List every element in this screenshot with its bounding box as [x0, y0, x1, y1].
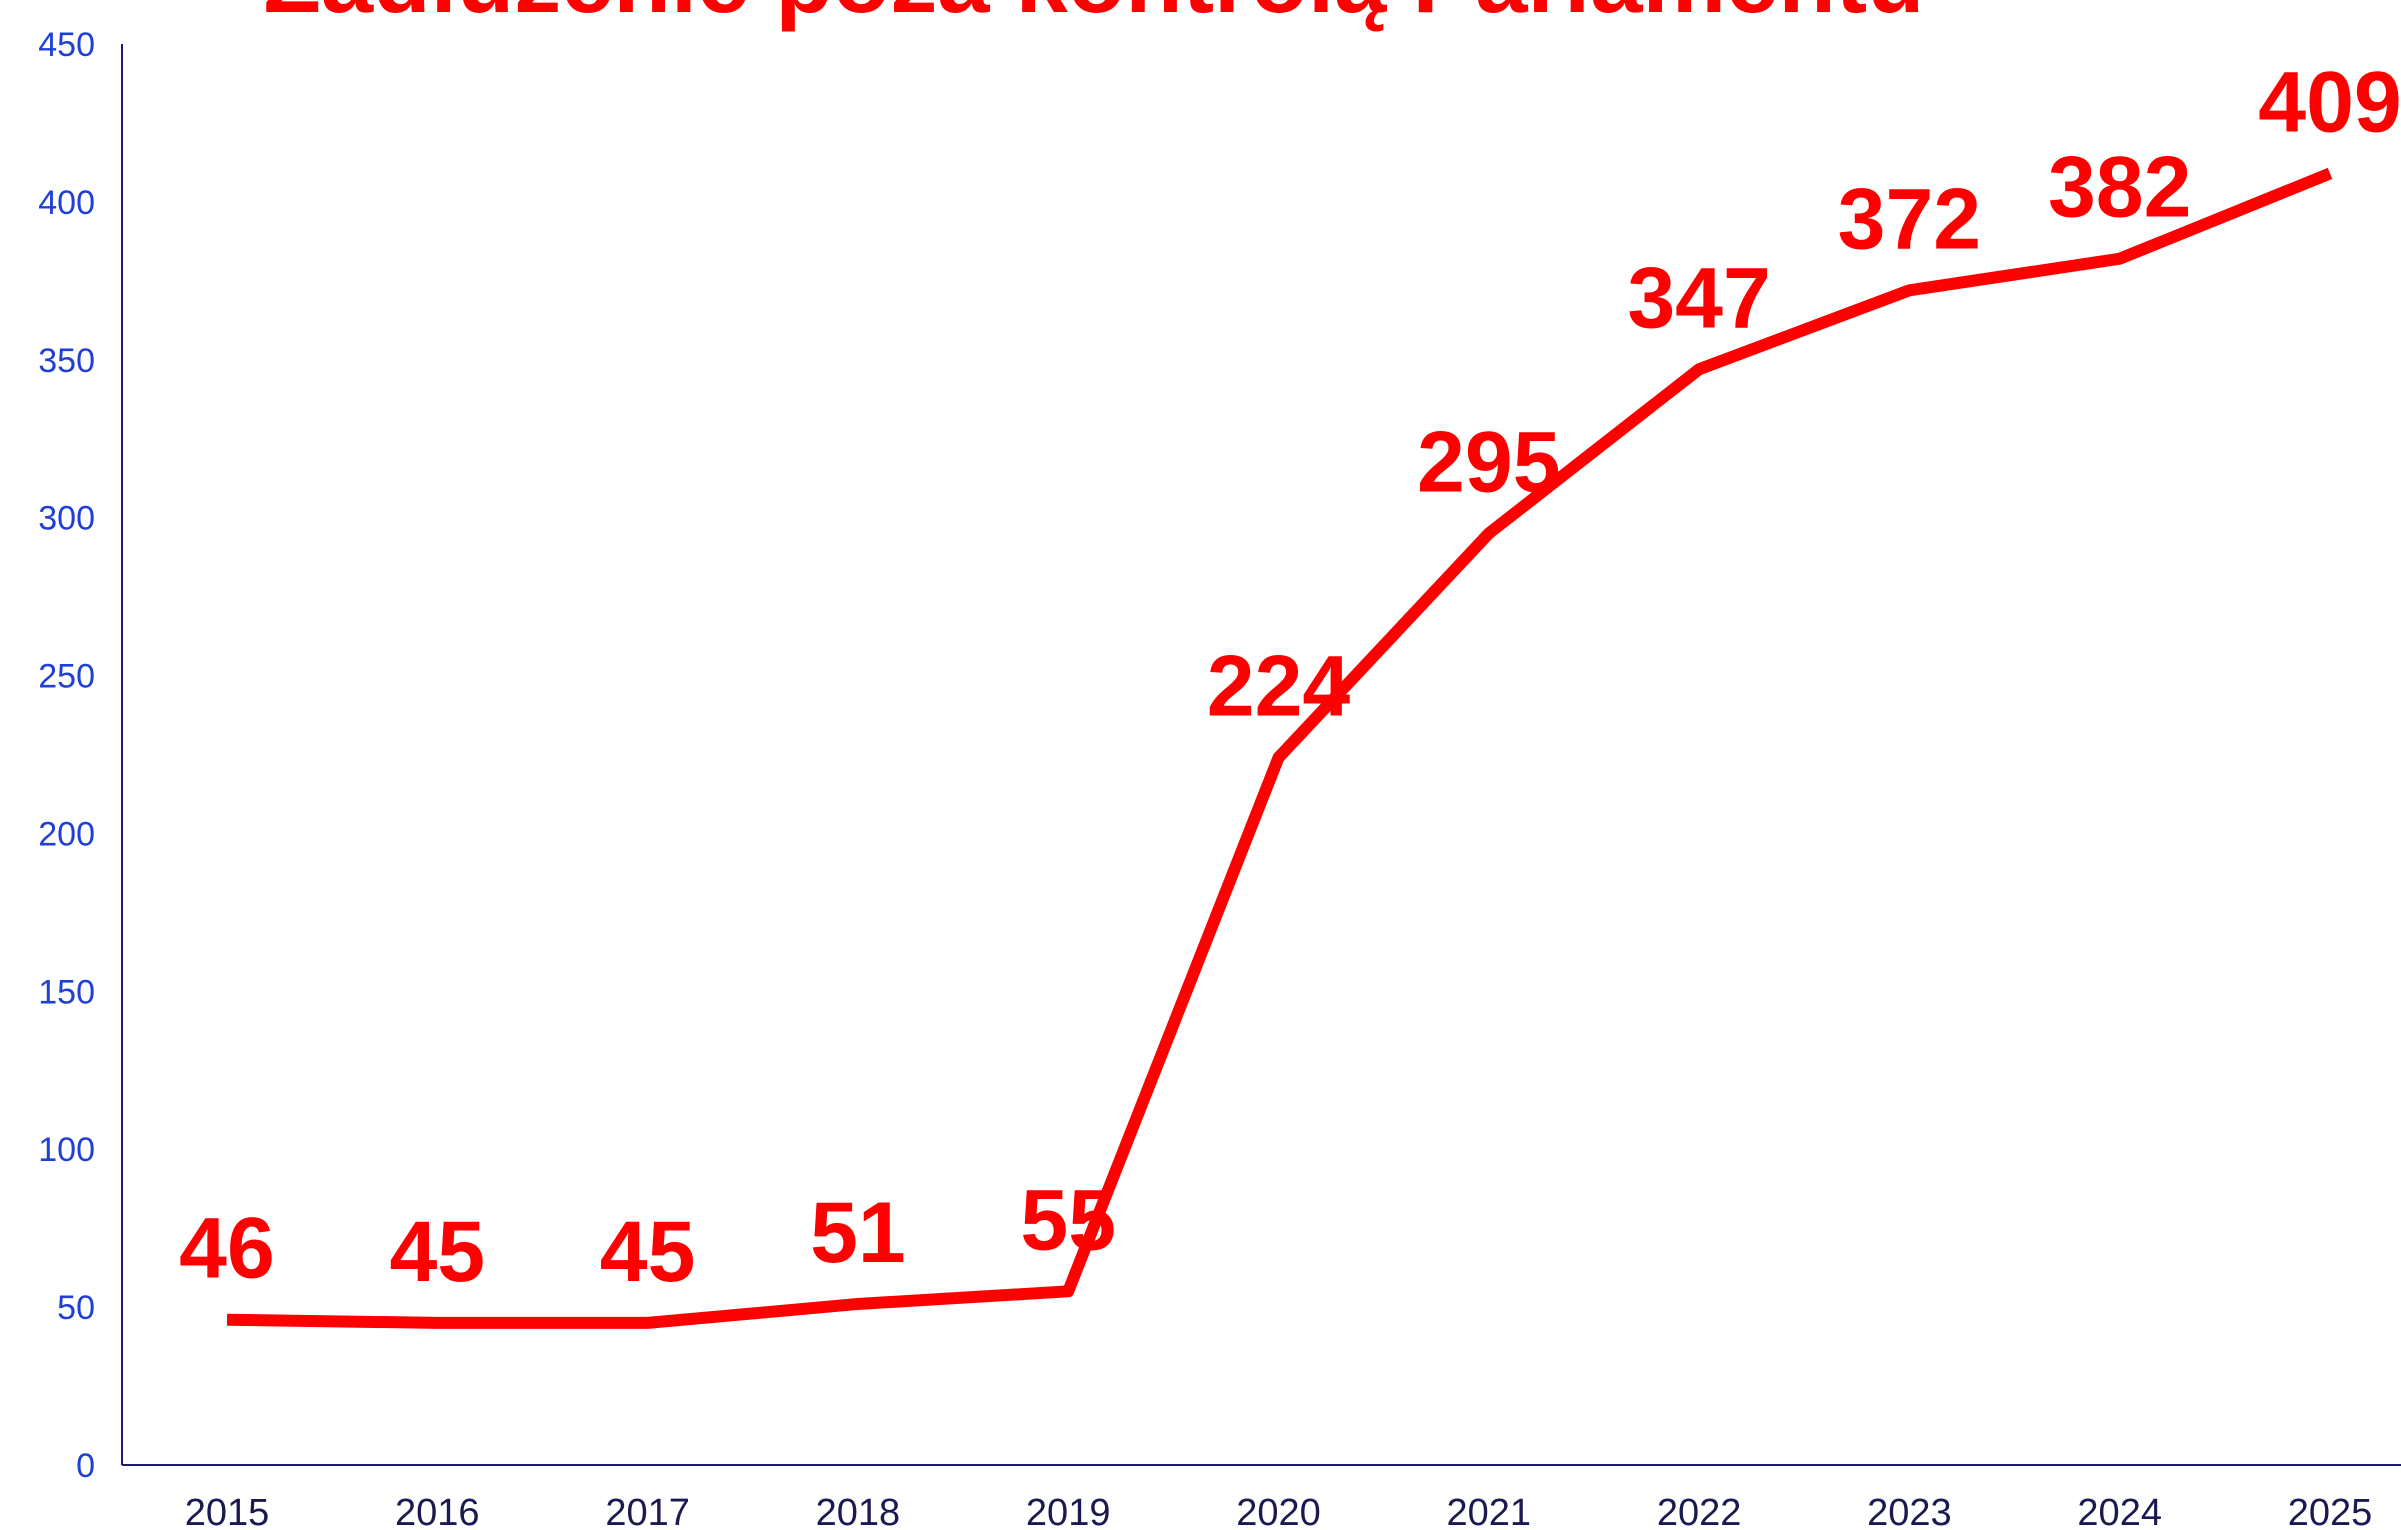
- y-tick-label: 0: [76, 1447, 95, 1485]
- y-tick-label: 100: [38, 1131, 95, 1169]
- data-label: 409: [2258, 54, 2401, 150]
- chart-title: Zadłużenie poza kontrolą Parlamentu: [264, 0, 1925, 32]
- data-label: 224: [1207, 639, 1351, 735]
- y-tick-label: 200: [38, 815, 95, 853]
- x-tick-label: 2015: [185, 1492, 270, 1530]
- y-tick-label: 400: [38, 184, 95, 222]
- data-label: 55: [1020, 1172, 1116, 1268]
- x-tick-label: 2018: [816, 1492, 901, 1530]
- y-tick-label: 300: [38, 500, 95, 538]
- data-label: 295: [1417, 414, 1561, 510]
- data-label: 372: [1838, 171, 1982, 267]
- x-tick-label: 2020: [1236, 1492, 1321, 1530]
- y-tick-label: 50: [57, 1289, 95, 1327]
- x-tick-label: 2017: [605, 1492, 690, 1530]
- data-label: 45: [389, 1204, 485, 1300]
- data-label: 382: [2048, 140, 2192, 236]
- data-label: 45: [600, 1204, 696, 1300]
- y-tick-label: 250: [38, 658, 95, 696]
- x-tick-label: 2024: [2077, 1492, 2162, 1530]
- y-tick-label: 350: [38, 342, 95, 380]
- data-label: 51: [810, 1185, 906, 1281]
- data-label: 347: [1627, 250, 1771, 346]
- x-tick-label: 2022: [1657, 1492, 1742, 1530]
- x-tick-label: 2023: [1867, 1492, 1952, 1530]
- data-line: [226, 167, 2333, 1329]
- x-tick-label: 2025: [2288, 1492, 2373, 1530]
- x-tick-label: 2016: [395, 1492, 480, 1530]
- x-tick-label: 2021: [1447, 1492, 1532, 1530]
- x-tick-label: 2019: [1026, 1492, 1111, 1530]
- y-tick-label: 150: [38, 973, 95, 1011]
- data-label: 46: [179, 1201, 275, 1297]
- y-tick-label: 450: [38, 26, 95, 64]
